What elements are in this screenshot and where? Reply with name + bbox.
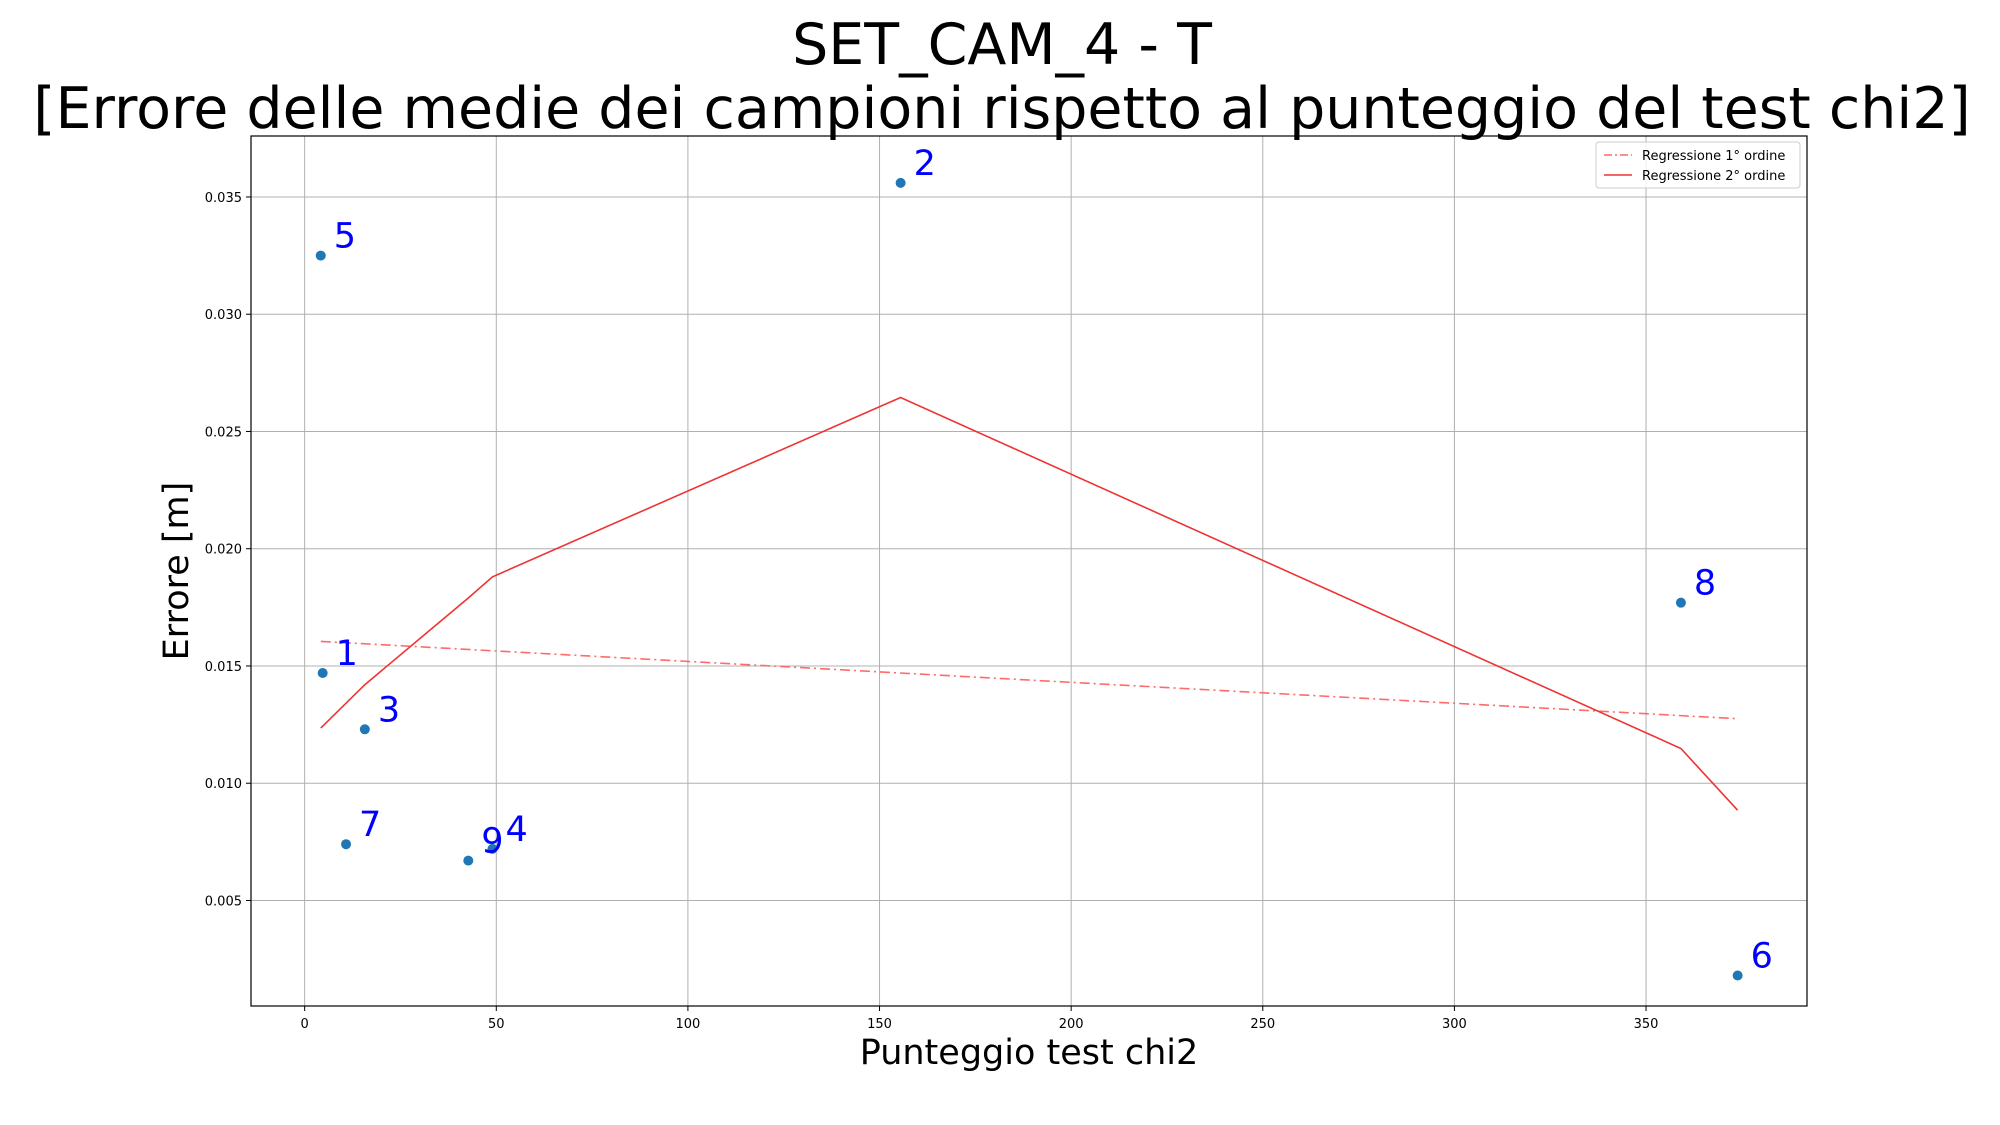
- x-tick-label: 300: [1442, 1017, 1467, 1032]
- data-point-7: [341, 839, 352, 850]
- y-tick-label: 0.025: [205, 425, 242, 440]
- x-axis-label: Punteggio test chi2: [860, 1033, 1199, 1073]
- y-tick-label: 0.015: [205, 660, 242, 675]
- data-point-2: [895, 177, 906, 188]
- regression-line-quadratic: [320, 396, 1739, 811]
- chart-subtitle: [Errore delle medie dei campioni rispett…: [33, 76, 1970, 142]
- data-point-5: [315, 250, 326, 261]
- y-tick-label: 0.020: [205, 543, 242, 558]
- point-label-2: 2: [914, 144, 936, 184]
- data-point-1: [317, 668, 328, 679]
- point-label-9: 9: [481, 822, 503, 862]
- point-label-8: 8: [1694, 564, 1716, 604]
- point-label-4: 4: [505, 810, 527, 850]
- y-tick-label: 0.035: [205, 191, 242, 206]
- point-label-3: 3: [378, 690, 400, 730]
- legend-box: [1595, 141, 1801, 189]
- legend: Regressione 1° ordine Regressione 2° ord…: [1595, 141, 1801, 189]
- data-point-6: [1732, 970, 1743, 981]
- point-label-7: 7: [359, 805, 381, 845]
- data-point-9: [463, 855, 474, 866]
- y-tick-label: 0.005: [205, 894, 242, 909]
- data-point-8: [1675, 597, 1686, 608]
- data-points: 1 2 3 4 5 6 7 8 9: [315, 144, 1773, 981]
- data-point-3: [359, 724, 370, 735]
- regression-lines: [320, 396, 1739, 811]
- grid: [251, 136, 1807, 1006]
- plot-frame: [250, 135, 1808, 1007]
- chart-title: SET_CAM_4 - T: [792, 12, 1212, 78]
- y-tick-label: 0.030: [205, 308, 242, 323]
- point-label-6: 6: [1751, 937, 1773, 977]
- x-tick-label: 350: [1634, 1017, 1659, 1032]
- x-tick-label: 250: [1250, 1017, 1275, 1032]
- regression-line-linear: [320, 640, 1738, 720]
- x-tick-label: 50: [488, 1017, 505, 1032]
- x-tick-label: 200: [1059, 1017, 1084, 1032]
- legend-entry-linear: Regressione 1° ordine: [1642, 149, 1785, 164]
- y-tick-label: 0.010: [205, 777, 242, 792]
- y-axis-label: Errore [m]: [157, 482, 197, 661]
- legend-entry-quadratic: Regressione 2° ordine: [1642, 169, 1785, 184]
- x-tick-label: 150: [867, 1017, 892, 1032]
- axis-ticks: 0 50 100 150 200 250 300 350 0.005 0.010 0.015 0.02…: [205, 191, 1659, 1032]
- data-point-4: [487, 843, 498, 854]
- point-label-5: 5: [334, 217, 356, 257]
- x-tick-label: 0: [301, 1017, 309, 1032]
- x-tick-label: 100: [675, 1017, 700, 1032]
- point-label-1: 1: [336, 634, 358, 674]
